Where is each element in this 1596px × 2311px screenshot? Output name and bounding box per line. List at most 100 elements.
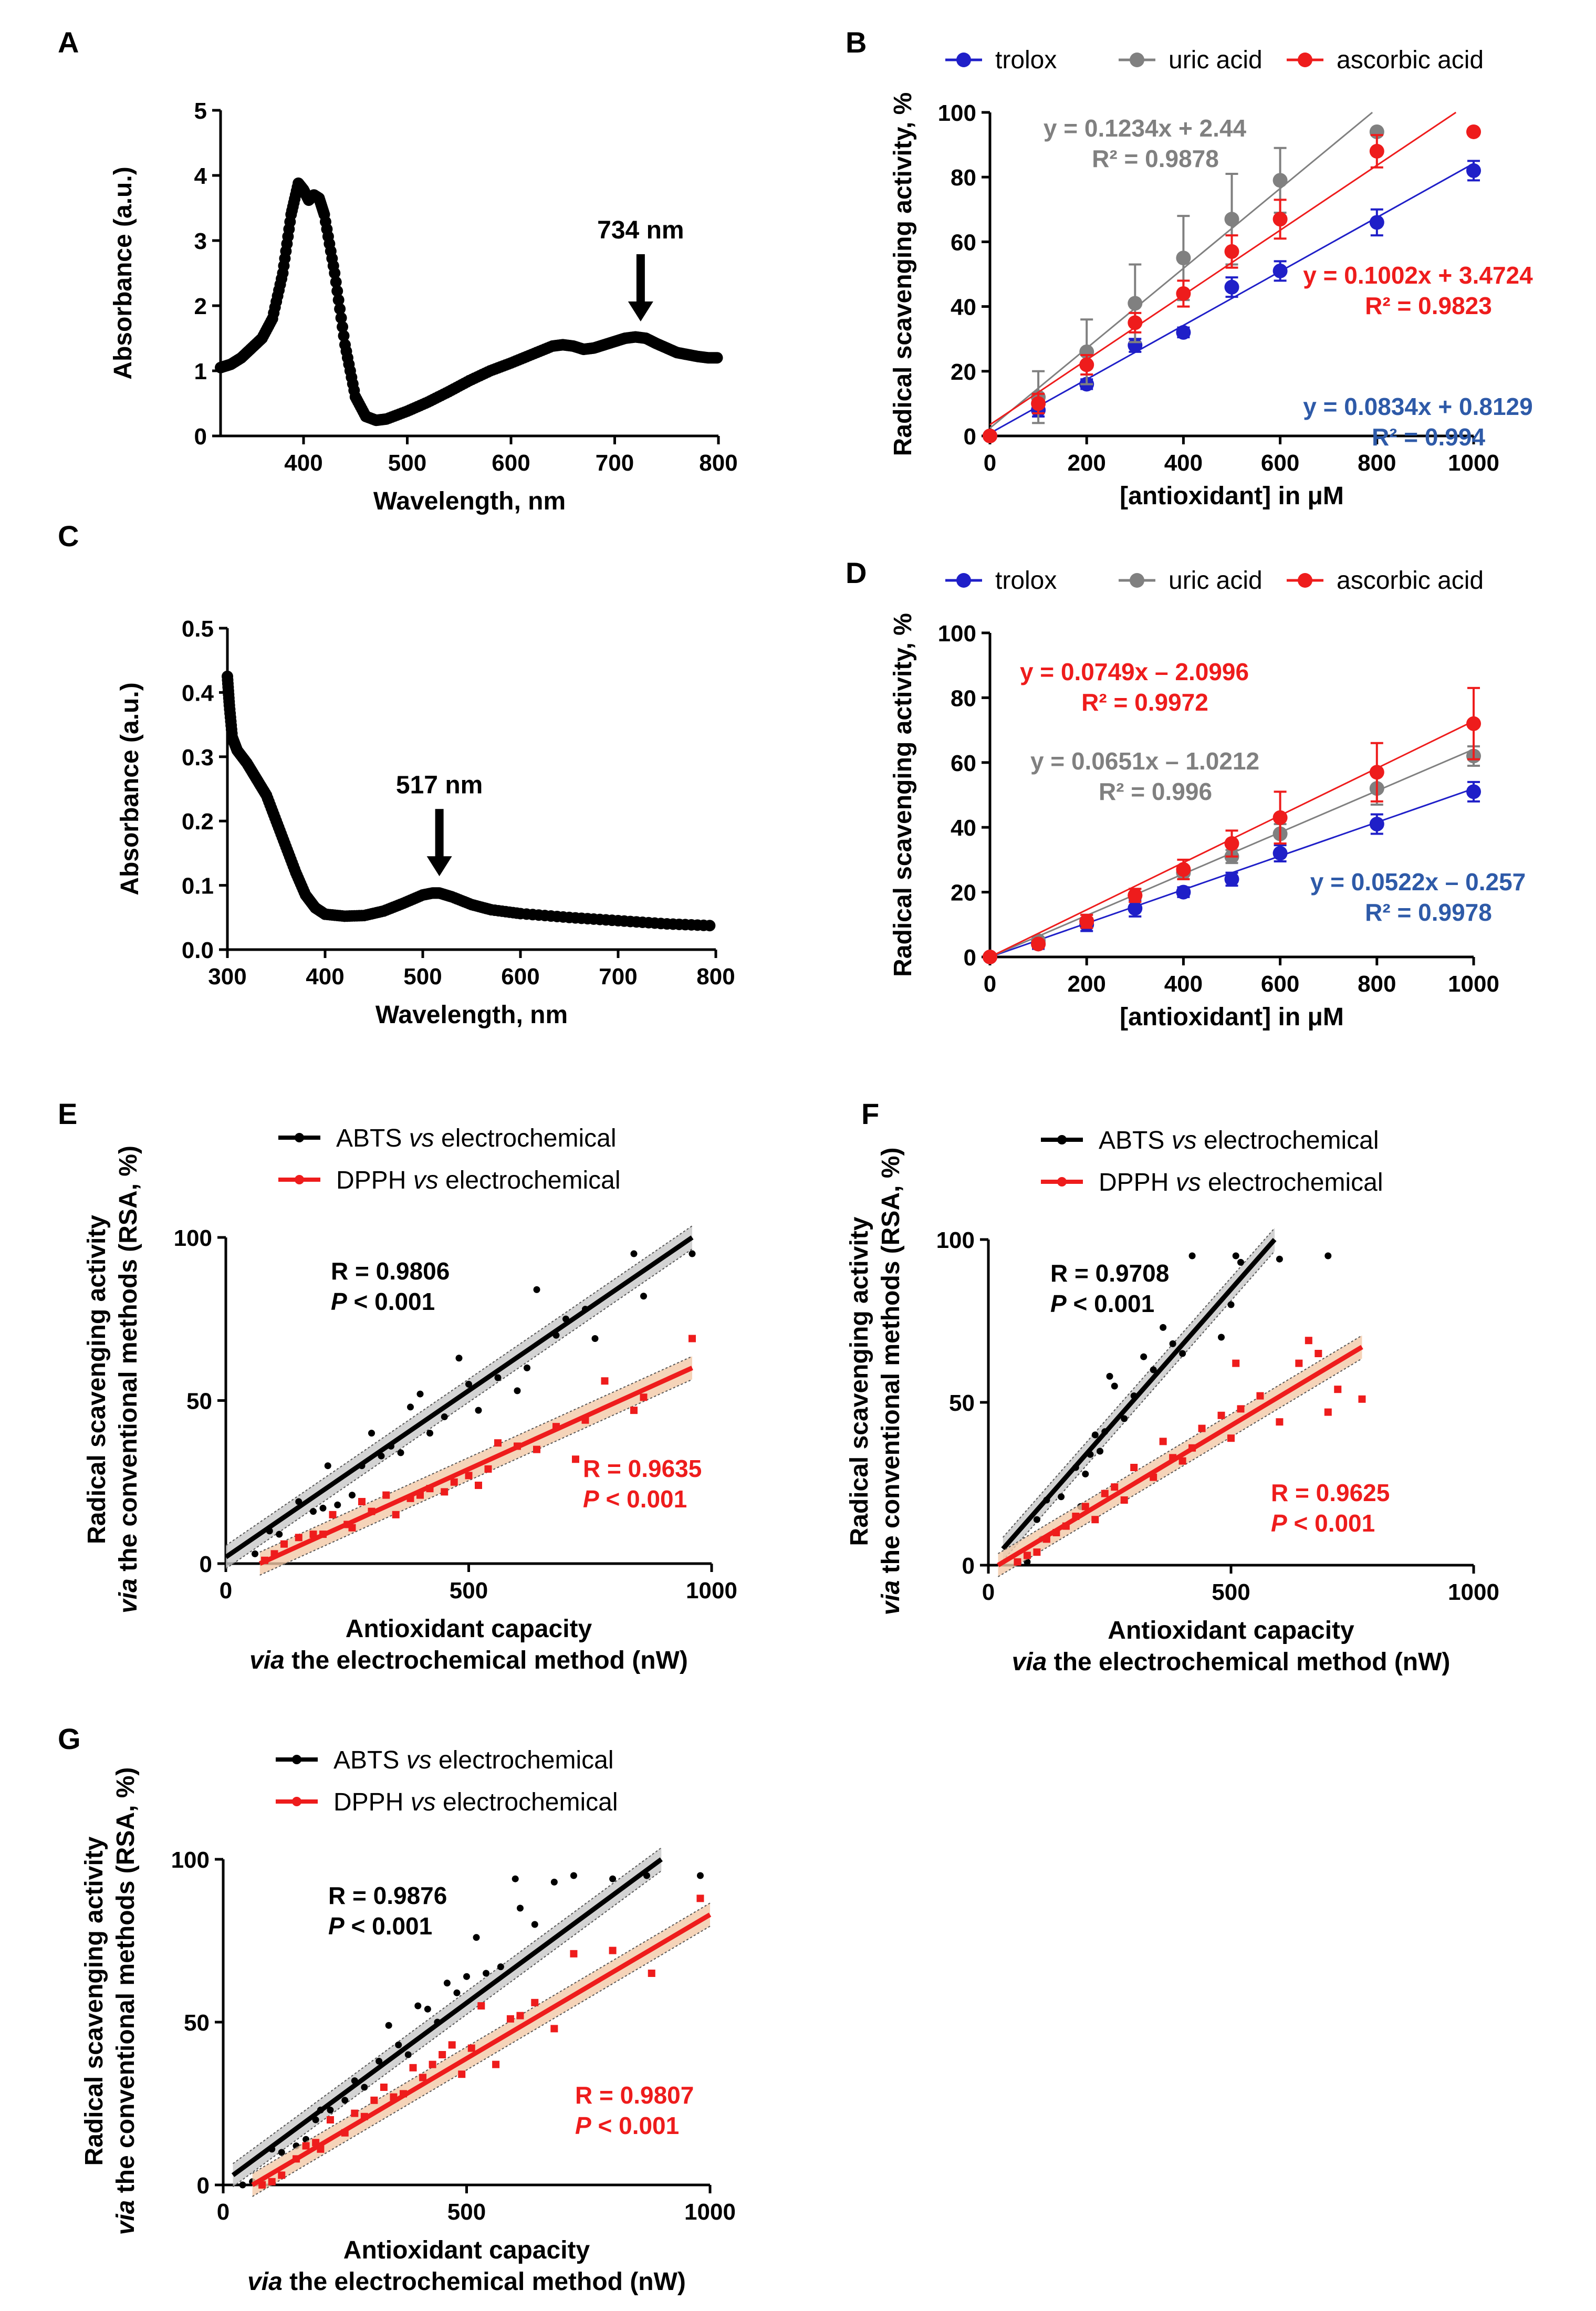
confidence-bound (1002, 1227, 1275, 1538)
legend-label: ABTS vs electrochemical (1099, 1127, 1379, 1154)
x-axis-label: Wavelength, nm (373, 487, 566, 515)
data-point (1324, 1408, 1332, 1416)
regression-line (997, 1345, 1363, 1567)
x-tick-label: 700 (596, 450, 634, 476)
data-point (1466, 124, 1481, 139)
x-tick-label: 600 (492, 450, 530, 476)
panel-label-D: D (846, 556, 867, 589)
x-axis-label: Antioxidant capacity (346, 1615, 592, 1643)
data-point (278, 2171, 286, 2179)
spectrum-point (335, 312, 347, 324)
data-point (475, 1407, 482, 1414)
data-point (1150, 1473, 1157, 1481)
data-point (1111, 1483, 1119, 1491)
x-tick-label: 500 (388, 450, 426, 476)
data-point (1176, 251, 1191, 266)
legend-part: vs (406, 1746, 432, 1774)
data-point (360, 2112, 368, 2120)
annotation-arrow-head (628, 301, 653, 321)
data-point (268, 2178, 276, 2185)
panel-label-E: E (58, 1097, 77, 1130)
y-tick-label: 100 (174, 1225, 212, 1251)
legend-part: vs (413, 1167, 439, 1194)
correlation-p: P < 0.001 (328, 1912, 432, 1940)
data-point (475, 1481, 482, 1489)
data-point (351, 2109, 359, 2117)
data-point (696, 1872, 704, 1879)
data-point (1466, 163, 1481, 178)
x-axis-label: Wavelength, nm (375, 1001, 568, 1029)
data-point (293, 2155, 300, 2163)
data-point (640, 1393, 648, 1401)
x-axis-label: Antioxidant capacity (343, 2236, 590, 2264)
confidence-bound (997, 1335, 1362, 1554)
data-point (514, 1442, 521, 1450)
y-tick-label: 100 (938, 100, 976, 126)
x-tick-label: 300 (208, 964, 246, 990)
x-tick-label: 600 (1261, 450, 1299, 476)
regression-equation: y = 0.1234x + 2.44 (1044, 114, 1247, 142)
regression-r2: R² = 0.9978 (1365, 899, 1492, 926)
legend-label: ABTS vs electrochemical (336, 1125, 617, 1152)
y-axis-label: via the conventional methods (RSA, %) (114, 1146, 142, 1613)
p-value: < 0.001 (591, 2112, 680, 2139)
data-point (1033, 1516, 1040, 1523)
data-point (329, 1511, 337, 1518)
regression-equation: y = 0.0834x + 0.8129 (1303, 393, 1532, 420)
panel-A: 400 500 600 700 800 0 1 2 3 4 5 734 nm Wavelength, n… (109, 98, 738, 515)
data-point (1072, 1464, 1079, 1471)
correlation-r: R = 0.9635 (583, 1455, 702, 1482)
legend-part: DPPH (333, 1788, 411, 1816)
legend-marker (295, 1175, 304, 1184)
y-tick-label: 80 (951, 165, 976, 191)
data-point (1315, 1350, 1322, 1357)
regression-r2: R² = 0.994 (1372, 423, 1485, 451)
data-point (1369, 143, 1384, 159)
x-tick-label: 600 (501, 964, 539, 990)
x-tick-label: 400 (1164, 971, 1203, 997)
data-point (1128, 901, 1143, 916)
x-tick-label: 700 (599, 964, 637, 990)
x-axis-label: [antioxidant] in μM (1120, 1003, 1344, 1031)
data-point (324, 1462, 331, 1470)
legend-label: ABTS vs electrochemical (333, 1746, 614, 1774)
p-value: < 0.001 (1067, 1290, 1155, 1317)
data-point (1227, 1434, 1235, 1442)
confidence-bound (1002, 1251, 1275, 1561)
y-axis-label-rest: the conventional methods (RSA, %) (112, 1767, 140, 2200)
data-point (1324, 1252, 1332, 1259)
data-point (414, 2002, 422, 2010)
data-point (643, 1872, 650, 1879)
regression-r2: R² = 0.996 (1099, 778, 1212, 805)
x-tick-label: 800 (699, 450, 737, 476)
data-point (609, 1875, 617, 1882)
x-axis-label-rest: the electrochemical method (nW) (285, 1647, 688, 1674)
data-point (531, 1921, 538, 1928)
data-point (591, 1335, 599, 1342)
y-axis-label: Radical scavenging activity, % (889, 613, 917, 977)
data-point (983, 950, 997, 964)
data-point (512, 1875, 519, 1882)
regression-equation: y = 0.0749x – 2.0996 (1020, 658, 1249, 685)
y-axis-label: Radical scavenging activity, % (889, 92, 917, 456)
x-tick-label: 400 (306, 964, 344, 990)
y-tick-label: 20 (951, 880, 976, 906)
y-tick-label: 3 (194, 228, 207, 254)
panel-label-A: A (58, 26, 79, 59)
via-word: via (247, 2268, 283, 2296)
data-point (1128, 888, 1143, 903)
spectrum-point (329, 267, 341, 279)
data-point (1058, 1493, 1065, 1501)
y-tick-label: 0 (962, 1553, 975, 1579)
data-point (334, 1501, 341, 1508)
data-point (424, 2005, 431, 2013)
regression-r2: R² = 0.9878 (1092, 145, 1219, 172)
data-point (1224, 279, 1239, 295)
panel-D: 0 200 400 600 800 1000 0 20 40 60 80 100 trolox uric … (889, 567, 1526, 1031)
data-point (1295, 1359, 1303, 1367)
panel-label-G: G (58, 1722, 81, 1755)
data-point (1272, 810, 1288, 825)
p-symbol: P (1271, 1510, 1287, 1537)
x-tick-label: 1000 (1448, 1579, 1499, 1605)
x-tick-label: 800 (1358, 450, 1396, 476)
